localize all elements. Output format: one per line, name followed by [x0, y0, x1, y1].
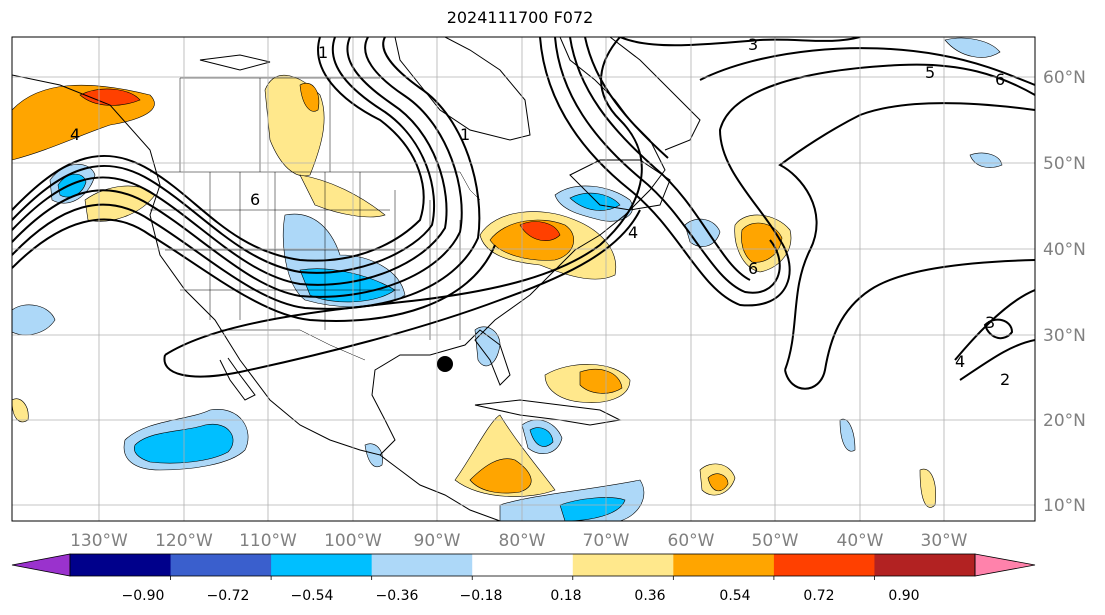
colorbar-tick-label: −0.90: [122, 588, 165, 604]
colorbar-tick-label: 0.54: [719, 588, 750, 604]
colorbar-segment: [673, 554, 775, 576]
shaded-anomalies: [12, 37, 1003, 521]
colorbar-extend-low: [11, 553, 71, 577]
colorbar-segment: [472, 554, 574, 576]
lon-label: 80°W: [499, 531, 546, 551]
map-title: 2024111700 F072: [446, 8, 594, 27]
contour-label: 3: [748, 35, 758, 54]
colorbar-segment: [371, 554, 473, 576]
lat-label: 10°N: [1043, 496, 1086, 516]
colorbar-segment: [70, 554, 172, 576]
latitude-labels: 60°N 50°N 40°N 30°N 20°N 10°N: [1043, 68, 1086, 516]
lat-label: 40°N: [1043, 240, 1086, 260]
colorbar: [11, 553, 1036, 580]
colorbar-tick-label: 0.18: [550, 588, 581, 604]
map-frame: [11, 36, 1036, 522]
colorbar-tick-label: 0.90: [888, 588, 919, 604]
lat-label: 20°N: [1043, 411, 1086, 431]
colorbar-segment: [170, 554, 272, 576]
lon-label: 130°W: [70, 531, 128, 551]
colorbar-segment: [572, 554, 674, 576]
colorbar-tick-label: 0.36: [634, 588, 665, 604]
lon-label: 70°W: [583, 531, 630, 551]
colorbar-ticks: −0.90 −0.72 −0.54 −0.36 −0.18 0.18 0.36 …: [122, 588, 920, 604]
lon-label: 60°W: [668, 531, 715, 551]
longitude-labels: 130°W 120°W 110°W 100°W 90°W 80°W 70°W 6…: [70, 531, 968, 551]
colorbar-segment: [874, 554, 976, 576]
lon-label: 50°W: [752, 531, 799, 551]
lat-label: 30°N: [1043, 326, 1086, 346]
colorbar-border: [69, 553, 976, 577]
graticule: [12, 37, 1035, 521]
contour-label: 5: [925, 63, 935, 82]
map-area: 1 3 5 6 4 6 1 2 3 4 6 4: [12, 35, 1035, 521]
storm-center-marker: [437, 356, 453, 372]
contour-label: 1: [318, 43, 328, 62]
colorbar-tick-label: −0.72: [207, 588, 250, 604]
lon-label: 120°W: [155, 531, 213, 551]
contour-label: 3: [985, 313, 995, 332]
lon-label: 110°W: [239, 531, 297, 551]
lat-label: 50°N: [1043, 154, 1086, 174]
colorbar-tick-label: −0.36: [376, 588, 419, 604]
contour-label: 1: [460, 125, 470, 144]
lon-label: 90°W: [414, 531, 461, 551]
contour-label: 2: [1000, 370, 1010, 389]
contour-label: 4: [70, 125, 80, 144]
lon-label: 30°W: [921, 531, 968, 551]
contour-label: 4: [955, 352, 965, 371]
colorbar-tick-label: 0.72: [803, 588, 834, 604]
lat-label: 60°N: [1043, 68, 1086, 88]
lon-label: 100°W: [324, 531, 382, 551]
contour-label: 6: [995, 70, 1005, 89]
colorbar-tick-label: −0.18: [460, 588, 503, 604]
colorbar-extend-high: [974, 553, 1036, 577]
contour-labels: 1 3 5 6 4 6 1 2 3 4 6 4: [70, 35, 1010, 389]
contour-label: 6: [748, 259, 758, 278]
contour-label: 6: [250, 190, 260, 209]
contour-label: 4: [628, 223, 638, 242]
colorbar-segment: [271, 554, 373, 576]
lon-label: 40°W: [837, 531, 884, 551]
colorbar-segment: [773, 554, 875, 576]
colorbar-tick-label: −0.54: [291, 588, 334, 604]
